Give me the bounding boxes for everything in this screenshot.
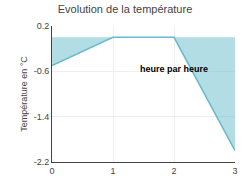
svg-text:-0.6: -0.6 xyxy=(34,66,50,76)
svg-text:0.2: 0.2 xyxy=(37,21,50,31)
svg-text:0: 0 xyxy=(49,166,54,176)
svg-text:-2.2: -2.2 xyxy=(34,157,50,167)
svg-text:2: 2 xyxy=(171,166,176,176)
svg-text:-1.4: -1.4 xyxy=(34,112,50,122)
svg-text:Température en °C: Température en °C xyxy=(19,56,29,132)
svg-text:1: 1 xyxy=(110,166,115,176)
svg-text:3: 3 xyxy=(232,166,237,176)
svg-text:Evolution de la température: Evolution de la température xyxy=(58,3,193,15)
svg-text:heure par heure: heure par heure xyxy=(140,64,208,74)
